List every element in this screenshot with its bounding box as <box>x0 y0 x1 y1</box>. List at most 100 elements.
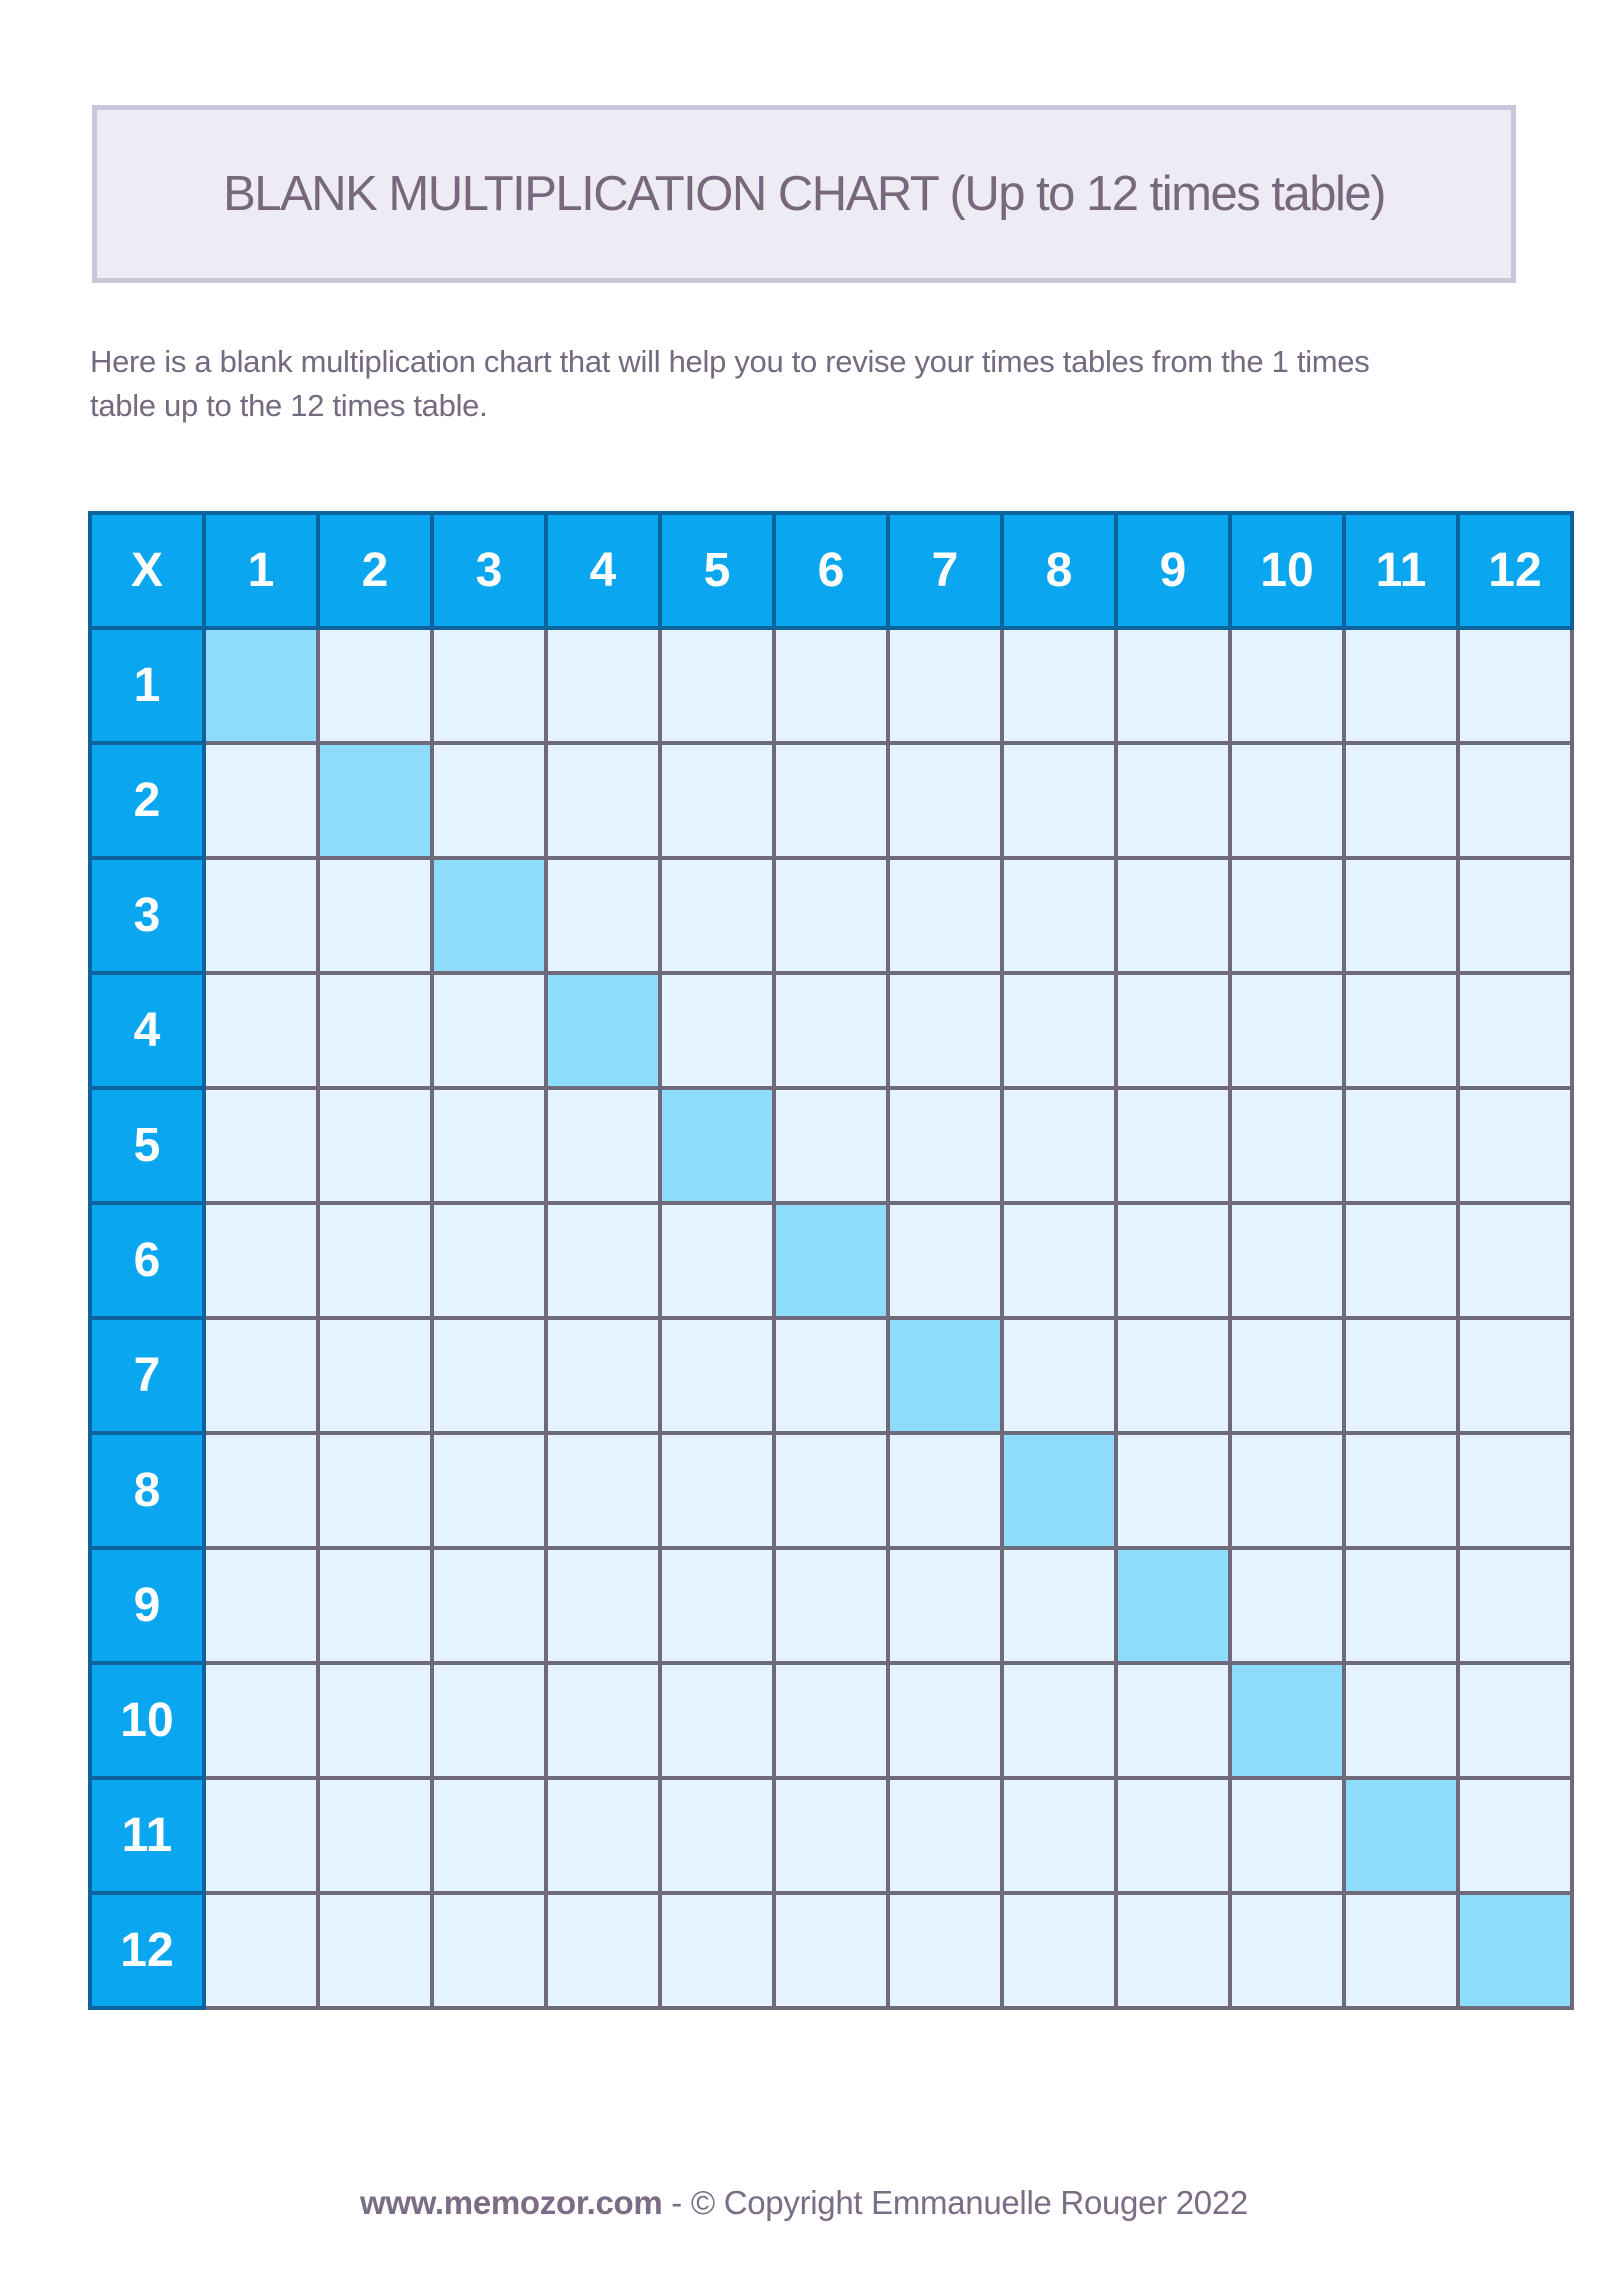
blank-cell-r1-c8 <box>1000 626 1118 745</box>
blank-cell-r8-c6 <box>772 1431 890 1550</box>
blank-cell-r7-c1 <box>202 1316 320 1435</box>
blank-cell-r6-c10 <box>1228 1201 1346 1320</box>
blank-cell-r7-c3 <box>430 1316 548 1435</box>
blank-cell-r8-c3 <box>430 1431 548 1550</box>
blank-cell-r10-c8 <box>1000 1661 1118 1780</box>
blank-cell-r5-c11 <box>1342 1086 1460 1205</box>
blank-cell-r4-c1 <box>202 971 320 1090</box>
blank-cell-r4-c10 <box>1228 971 1346 1090</box>
blank-cell-r8-c5 <box>658 1431 776 1550</box>
blank-cell-r6-c9 <box>1114 1201 1232 1320</box>
blank-cell-r11-c4 <box>544 1776 662 1895</box>
blank-cell-r6-c5 <box>658 1201 776 1320</box>
blank-cell-r2-c12 <box>1456 741 1574 860</box>
blank-cell-r6-c7 <box>886 1201 1004 1320</box>
blank-cell-r12-c10 <box>1228 1891 1346 2010</box>
blank-cell-r11-c5 <box>658 1776 776 1895</box>
blank-cell-r10-c4 <box>544 1661 662 1780</box>
blank-cell-r10-c12 <box>1456 1661 1574 1780</box>
table-row: 2 <box>88 741 1574 860</box>
blank-cell-r7-c7 <box>886 1316 1004 1435</box>
row-header-1: 1 <box>88 626 206 745</box>
blank-cell-r1-c7 <box>886 626 1004 745</box>
blank-cell-r9-c8 <box>1000 1546 1118 1665</box>
blank-cell-r11-c6 <box>772 1776 890 1895</box>
blank-cell-r10-c1 <box>202 1661 320 1780</box>
blank-cell-r1-c5 <box>658 626 776 745</box>
row-header-3: 3 <box>88 856 206 975</box>
blank-cell-r1-c12 <box>1456 626 1574 745</box>
blank-cell-r3-c5 <box>658 856 776 975</box>
blank-cell-r4-c6 <box>772 971 890 1090</box>
blank-cell-r7-c6 <box>772 1316 890 1435</box>
blank-cell-r3-c6 <box>772 856 890 975</box>
column-header-4: 4 <box>544 511 662 630</box>
blank-cell-r9-c9 <box>1114 1546 1232 1665</box>
table-row: 5 <box>88 1086 1574 1205</box>
table-row: 11 <box>88 1776 1574 1895</box>
blank-cell-r3-c12 <box>1456 856 1574 975</box>
blank-cell-r3-c11 <box>1342 856 1460 975</box>
blank-cell-r4-c9 <box>1114 971 1232 1090</box>
column-header-11: 11 <box>1342 511 1460 630</box>
blank-cell-r9-c2 <box>316 1546 434 1665</box>
blank-cell-r1-c3 <box>430 626 548 745</box>
blank-cell-r1-c6 <box>772 626 890 745</box>
row-header-10: 10 <box>88 1661 206 1780</box>
column-header-5: 5 <box>658 511 776 630</box>
copyright-text: © Copyright Emmanuelle Rouger 2022 <box>690 2184 1248 2221</box>
blank-cell-r12-c1 <box>202 1891 320 2010</box>
blank-cell-r11-c8 <box>1000 1776 1118 1895</box>
blank-cell-r11-c2 <box>316 1776 434 1895</box>
blank-cell-r2-c1 <box>202 741 320 860</box>
blank-cell-r11-c7 <box>886 1776 1004 1895</box>
blank-cell-r4-c7 <box>886 971 1004 1090</box>
row-header-11: 11 <box>88 1776 206 1895</box>
table-row: 9 <box>88 1546 1574 1665</box>
blank-cell-r3-c7 <box>886 856 1004 975</box>
blank-cell-r7-c10 <box>1228 1316 1346 1435</box>
blank-cell-r5-c1 <box>202 1086 320 1205</box>
blank-cell-r6-c6 <box>772 1201 890 1320</box>
blank-cell-r2-c6 <box>772 741 890 860</box>
blank-cell-r8-c2 <box>316 1431 434 1550</box>
blank-cell-r5-c10 <box>1228 1086 1346 1205</box>
blank-cell-r3-c3 <box>430 856 548 975</box>
column-header-6: 6 <box>772 511 890 630</box>
blank-cell-r1-c10 <box>1228 626 1346 745</box>
column-header-8: 8 <box>1000 511 1118 630</box>
blank-cell-r8-c12 <box>1456 1431 1574 1550</box>
blank-cell-r12-c5 <box>658 1891 776 2010</box>
blank-cell-r9-c10 <box>1228 1546 1346 1665</box>
blank-cell-r12-c4 <box>544 1891 662 2010</box>
blank-cell-r10-c2 <box>316 1661 434 1780</box>
blank-cell-r9-c11 <box>1342 1546 1460 1665</box>
header-row: X 1 2 3 4 5 6 7 8 9 10 11 12 <box>88 511 1574 630</box>
blank-cell-r6-c8 <box>1000 1201 1118 1320</box>
blank-cell-r11-c12 <box>1456 1776 1574 1895</box>
blank-cell-r9-c3 <box>430 1546 548 1665</box>
column-header-2: 2 <box>316 511 434 630</box>
blank-cell-r5-c12 <box>1456 1086 1574 1205</box>
table-row: 6 <box>88 1201 1574 1320</box>
table-row: 3 <box>88 856 1574 975</box>
blank-cell-r12-c3 <box>430 1891 548 2010</box>
blank-cell-r2-c11 <box>1342 741 1460 860</box>
blank-cell-r6-c3 <box>430 1201 548 1320</box>
blank-cell-r7-c2 <box>316 1316 434 1435</box>
blank-cell-r5-c6 <box>772 1086 890 1205</box>
table-row: 4 <box>88 971 1574 1090</box>
blank-cell-r1-c2 <box>316 626 434 745</box>
site-link[interactable]: www.memozor.com <box>360 2184 663 2221</box>
blank-cell-r9-c12 <box>1456 1546 1574 1665</box>
blank-cell-r9-c7 <box>886 1546 1004 1665</box>
blank-cell-r8-c4 <box>544 1431 662 1550</box>
footer: www.memozor.com - © Copyright Emmanuelle… <box>0 2184 1608 2222</box>
blank-cell-r5-c7 <box>886 1086 1004 1205</box>
blank-cell-r2-c8 <box>1000 741 1118 860</box>
blank-cell-r1-c4 <box>544 626 662 745</box>
blank-cell-r5-c5 <box>658 1086 776 1205</box>
column-header-3: 3 <box>430 511 548 630</box>
blank-cell-r7-c8 <box>1000 1316 1118 1435</box>
